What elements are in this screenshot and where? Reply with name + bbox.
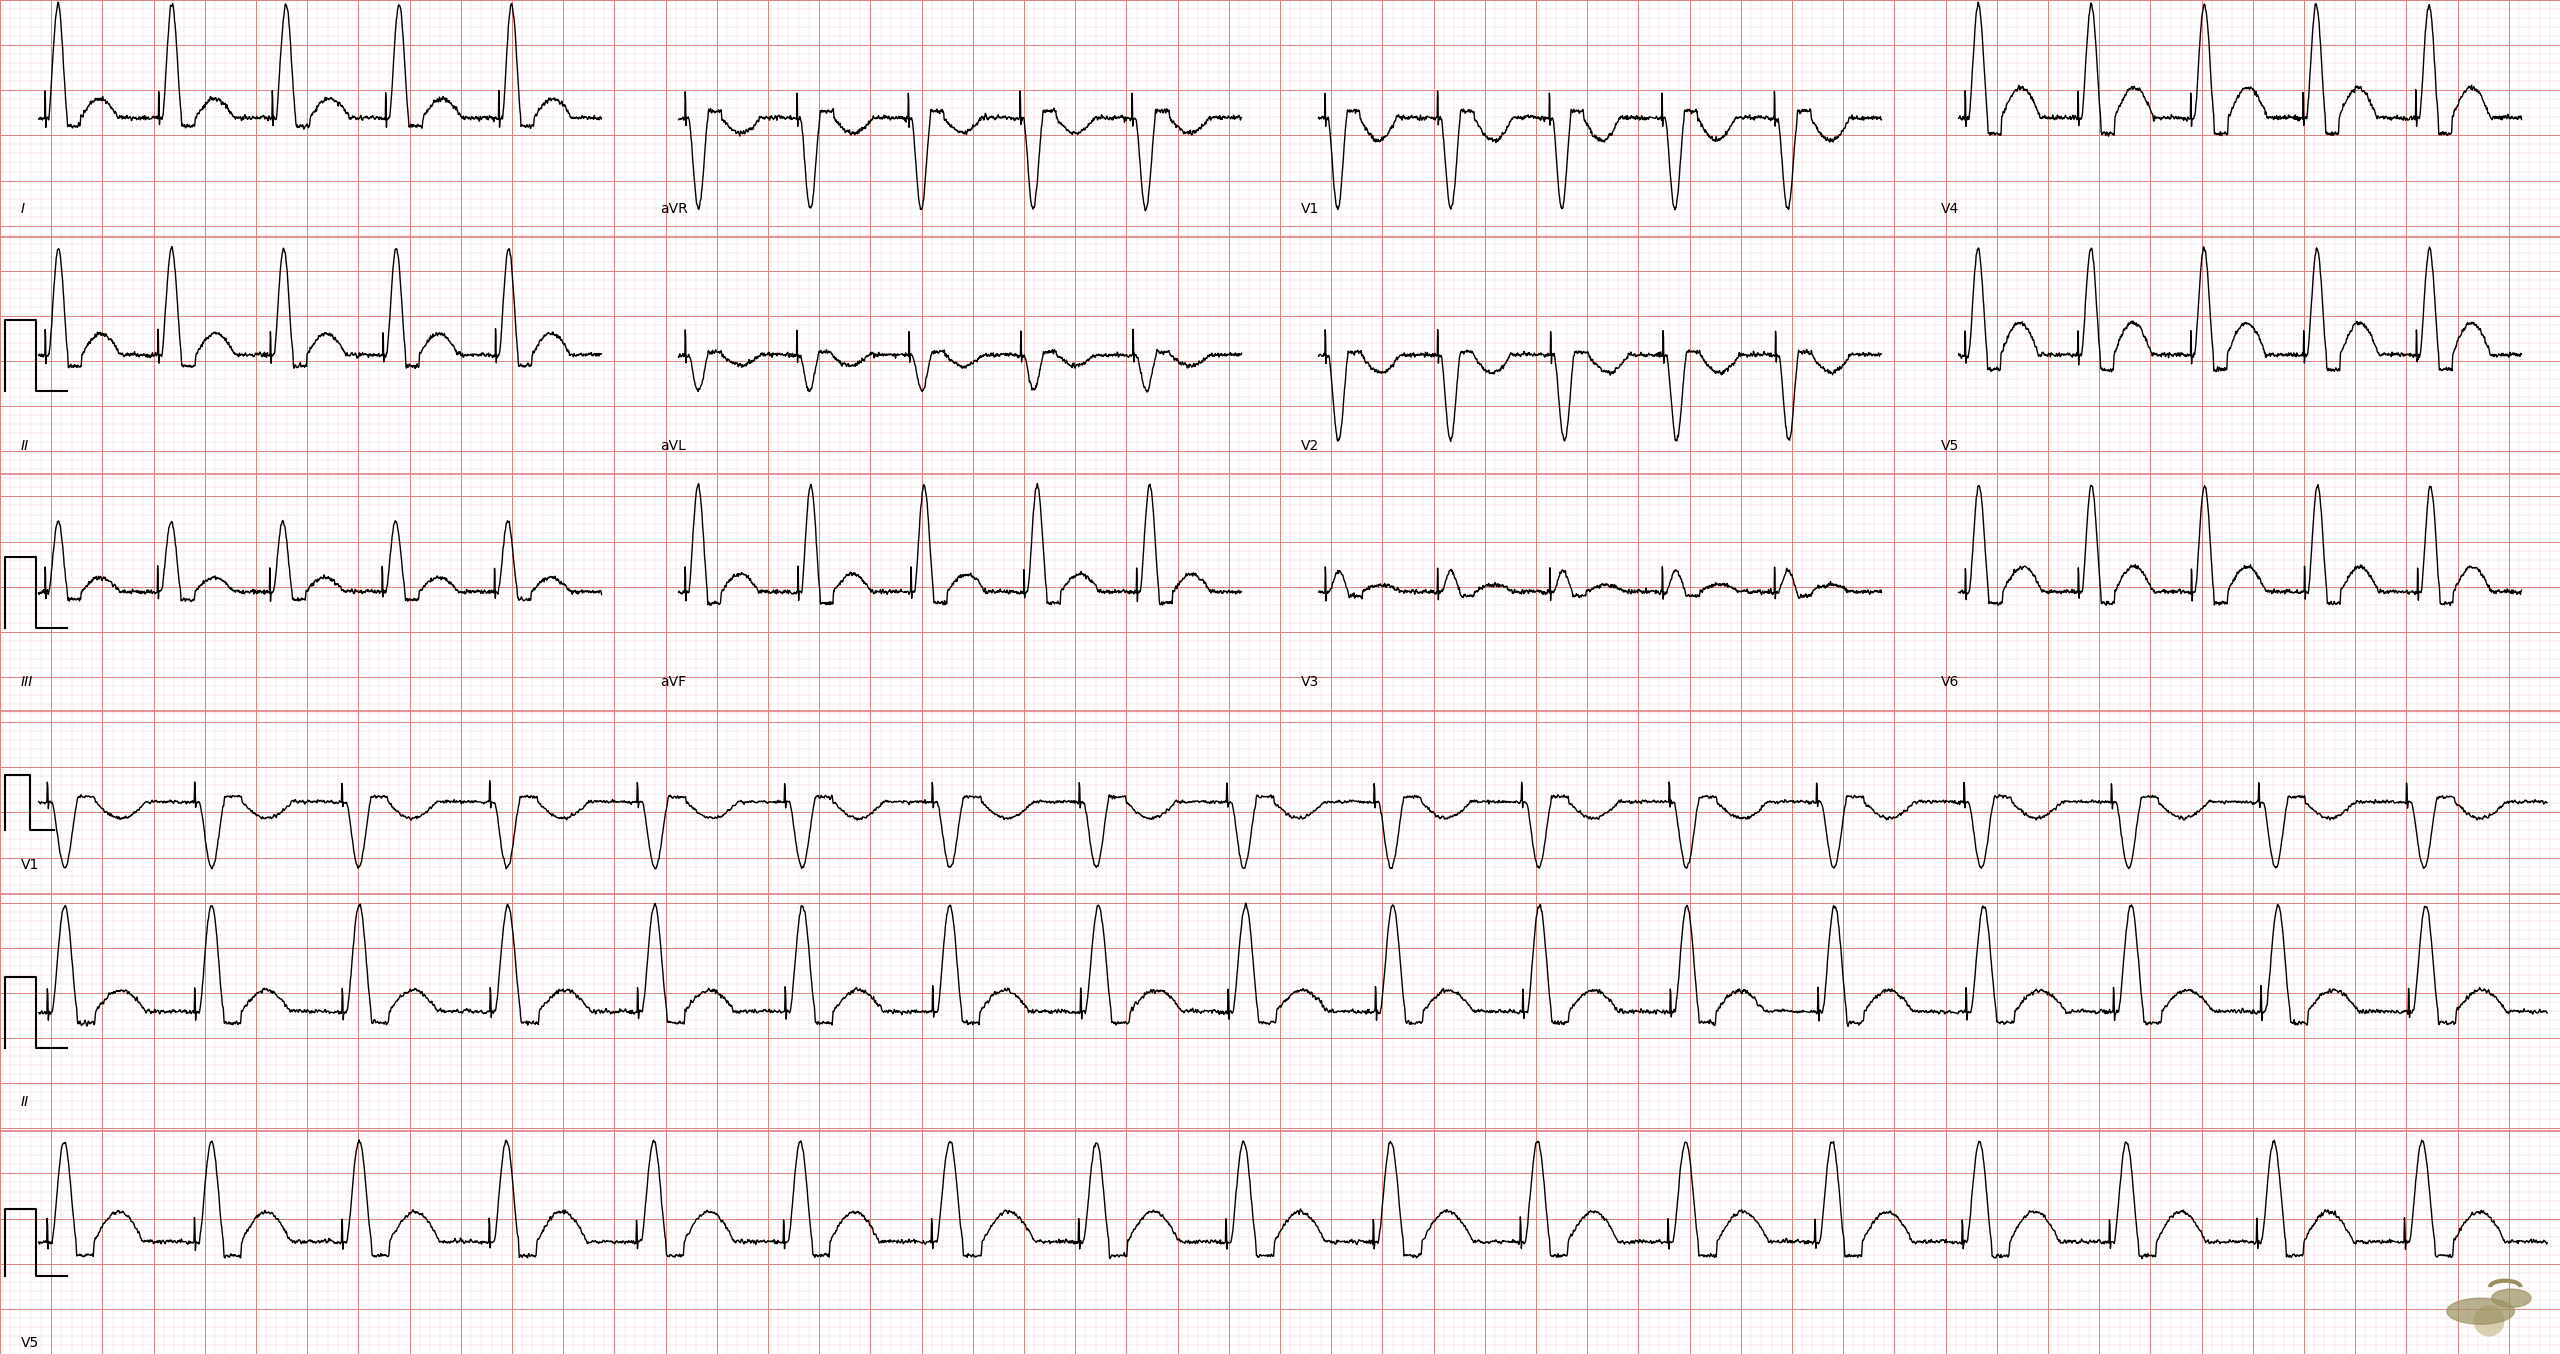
- Text: II: II: [20, 439, 28, 452]
- Text: ⬤: ⬤: [2470, 1304, 2506, 1336]
- Ellipse shape: [2447, 1298, 2514, 1324]
- Text: V1: V1: [1300, 202, 1318, 215]
- Text: aVF: aVF: [660, 676, 686, 689]
- Text: V2: V2: [1300, 439, 1318, 452]
- Text: V5: V5: [20, 1336, 38, 1350]
- Text: I: I: [20, 202, 26, 215]
- Ellipse shape: [2491, 1289, 2532, 1308]
- Text: aVL: aVL: [660, 439, 686, 452]
- Text: aVR: aVR: [660, 202, 689, 215]
- Text: V3: V3: [1300, 676, 1318, 689]
- Text: V6: V6: [1940, 676, 1958, 689]
- Text: II: II: [20, 1095, 28, 1109]
- Text: V4: V4: [1940, 202, 1958, 215]
- Text: V5: V5: [1940, 439, 1958, 452]
- Text: V1: V1: [20, 858, 38, 872]
- Text: III: III: [20, 676, 33, 689]
